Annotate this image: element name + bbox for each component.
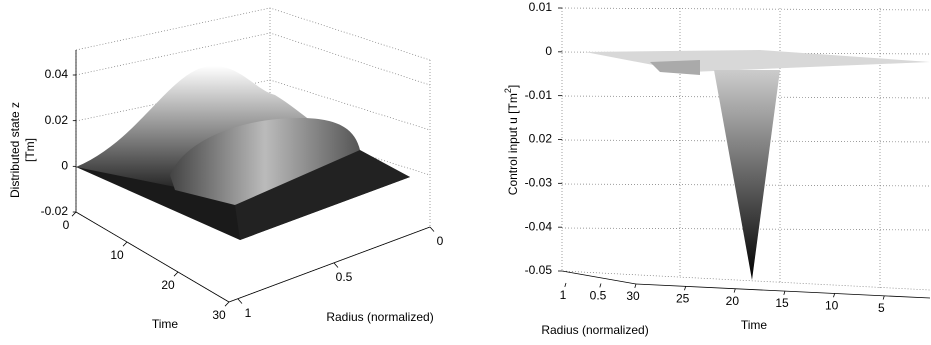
tick-mark: [224, 301, 230, 307]
tick-mark: [564, 282, 567, 288]
tick-label: 30: [212, 308, 226, 322]
tick-mark: [333, 262, 339, 268]
tick-label: 20: [161, 278, 175, 292]
right-z-label-end: ]: [506, 85, 520, 88]
tick-label: 25: [676, 292, 690, 306]
tick-label: -0.03: [525, 176, 553, 190]
tick-label: 30: [626, 289, 640, 303]
right-z-label-main: Control input u [Tm: [506, 93, 520, 195]
tick-mark: [237, 298, 243, 304]
tick-label: -0.02: [41, 204, 69, 218]
tick-label: 0: [61, 159, 68, 173]
tick-label: 15: [775, 296, 789, 310]
tick-label: 10: [110, 248, 124, 262]
left-z-unit: [Tm]: [23, 138, 37, 162]
tick-label: 0: [63, 218, 70, 232]
tick-mark: [882, 295, 885, 300]
left-z-label: Distributed state z: [8, 102, 22, 198]
tick-mark: [599, 283, 602, 288]
left-y-label: Radius (normalized): [326, 310, 433, 324]
right-x-label: Time: [741, 318, 768, 332]
tick-mark: [833, 293, 836, 298]
tick-mark: [684, 286, 687, 291]
right-z-label-sup: 2: [503, 88, 513, 93]
tick-label: 0.5: [336, 270, 353, 284]
tick-label: 1: [245, 306, 252, 320]
tick-label: 0: [545, 44, 552, 58]
tick-label: 0.02: [45, 113, 69, 127]
right-z-label: Control input u [Tm2]: [503, 85, 520, 195]
tick-mark: [71, 211, 77, 217]
left-surface: [76, 65, 410, 240]
tick-mark: [733, 288, 736, 293]
tick-label: 5: [878, 301, 885, 315]
tick-mark: [634, 283, 637, 289]
tick-label: 0.02: [529, 132, 553, 146]
tick-label: 20: [726, 294, 740, 308]
tick-mark: [122, 241, 128, 247]
tick-mark: [783, 290, 786, 296]
tick-mark: [429, 226, 435, 232]
tick-label: -0.01: [525, 88, 553, 102]
tick-label: 0: [437, 234, 444, 248]
tick-label: 10: [825, 299, 839, 313]
tick-label: 0.01: [529, 0, 553, 14]
tick-label: 1: [560, 288, 567, 302]
right-surface: [585, 50, 930, 280]
tick-mark: [173, 271, 179, 277]
tick-label: 0.5: [590, 289, 607, 303]
tick-label: -0.04: [525, 219, 553, 233]
tick-label: 0.04: [45, 67, 69, 81]
right-y-label: Radius (normalized): [541, 323, 648, 337]
left-x-label: Time: [152, 317, 179, 331]
tick-label: -0.05: [525, 263, 553, 277]
